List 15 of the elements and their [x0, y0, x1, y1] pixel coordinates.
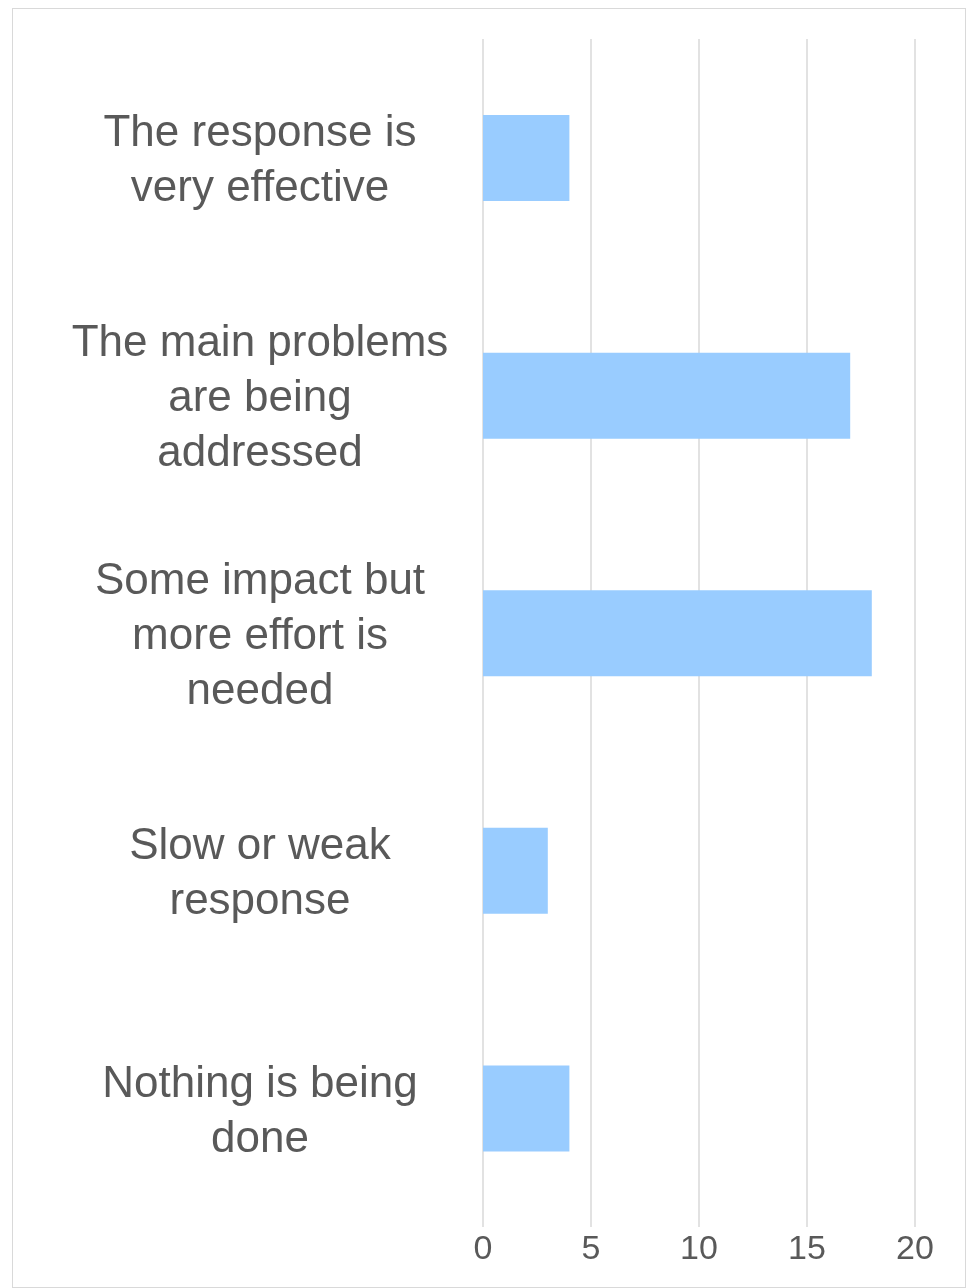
x-tick-label: 10 — [680, 1228, 718, 1267]
bar — [483, 590, 872, 677]
x-tick-label: 15 — [788, 1228, 826, 1267]
y-tick-label: The main problems are being addressed — [71, 315, 449, 475]
bar — [483, 827, 548, 914]
x-tick-label: 20 — [896, 1228, 934, 1267]
bar — [483, 1065, 570, 1152]
y-tick-label: Nothing is being done — [102, 1056, 418, 1161]
x-tick-label: 0 — [473, 1228, 493, 1267]
bar — [483, 115, 570, 202]
y-tick-label: Slow or weak response — [129, 818, 392, 923]
x-tick-label: 5 — [581, 1228, 601, 1267]
y-tick-label: The response is very effective — [103, 105, 417, 210]
bar — [483, 352, 851, 439]
y-tick-label: Some impact but more effort is needed — [94, 553, 426, 713]
